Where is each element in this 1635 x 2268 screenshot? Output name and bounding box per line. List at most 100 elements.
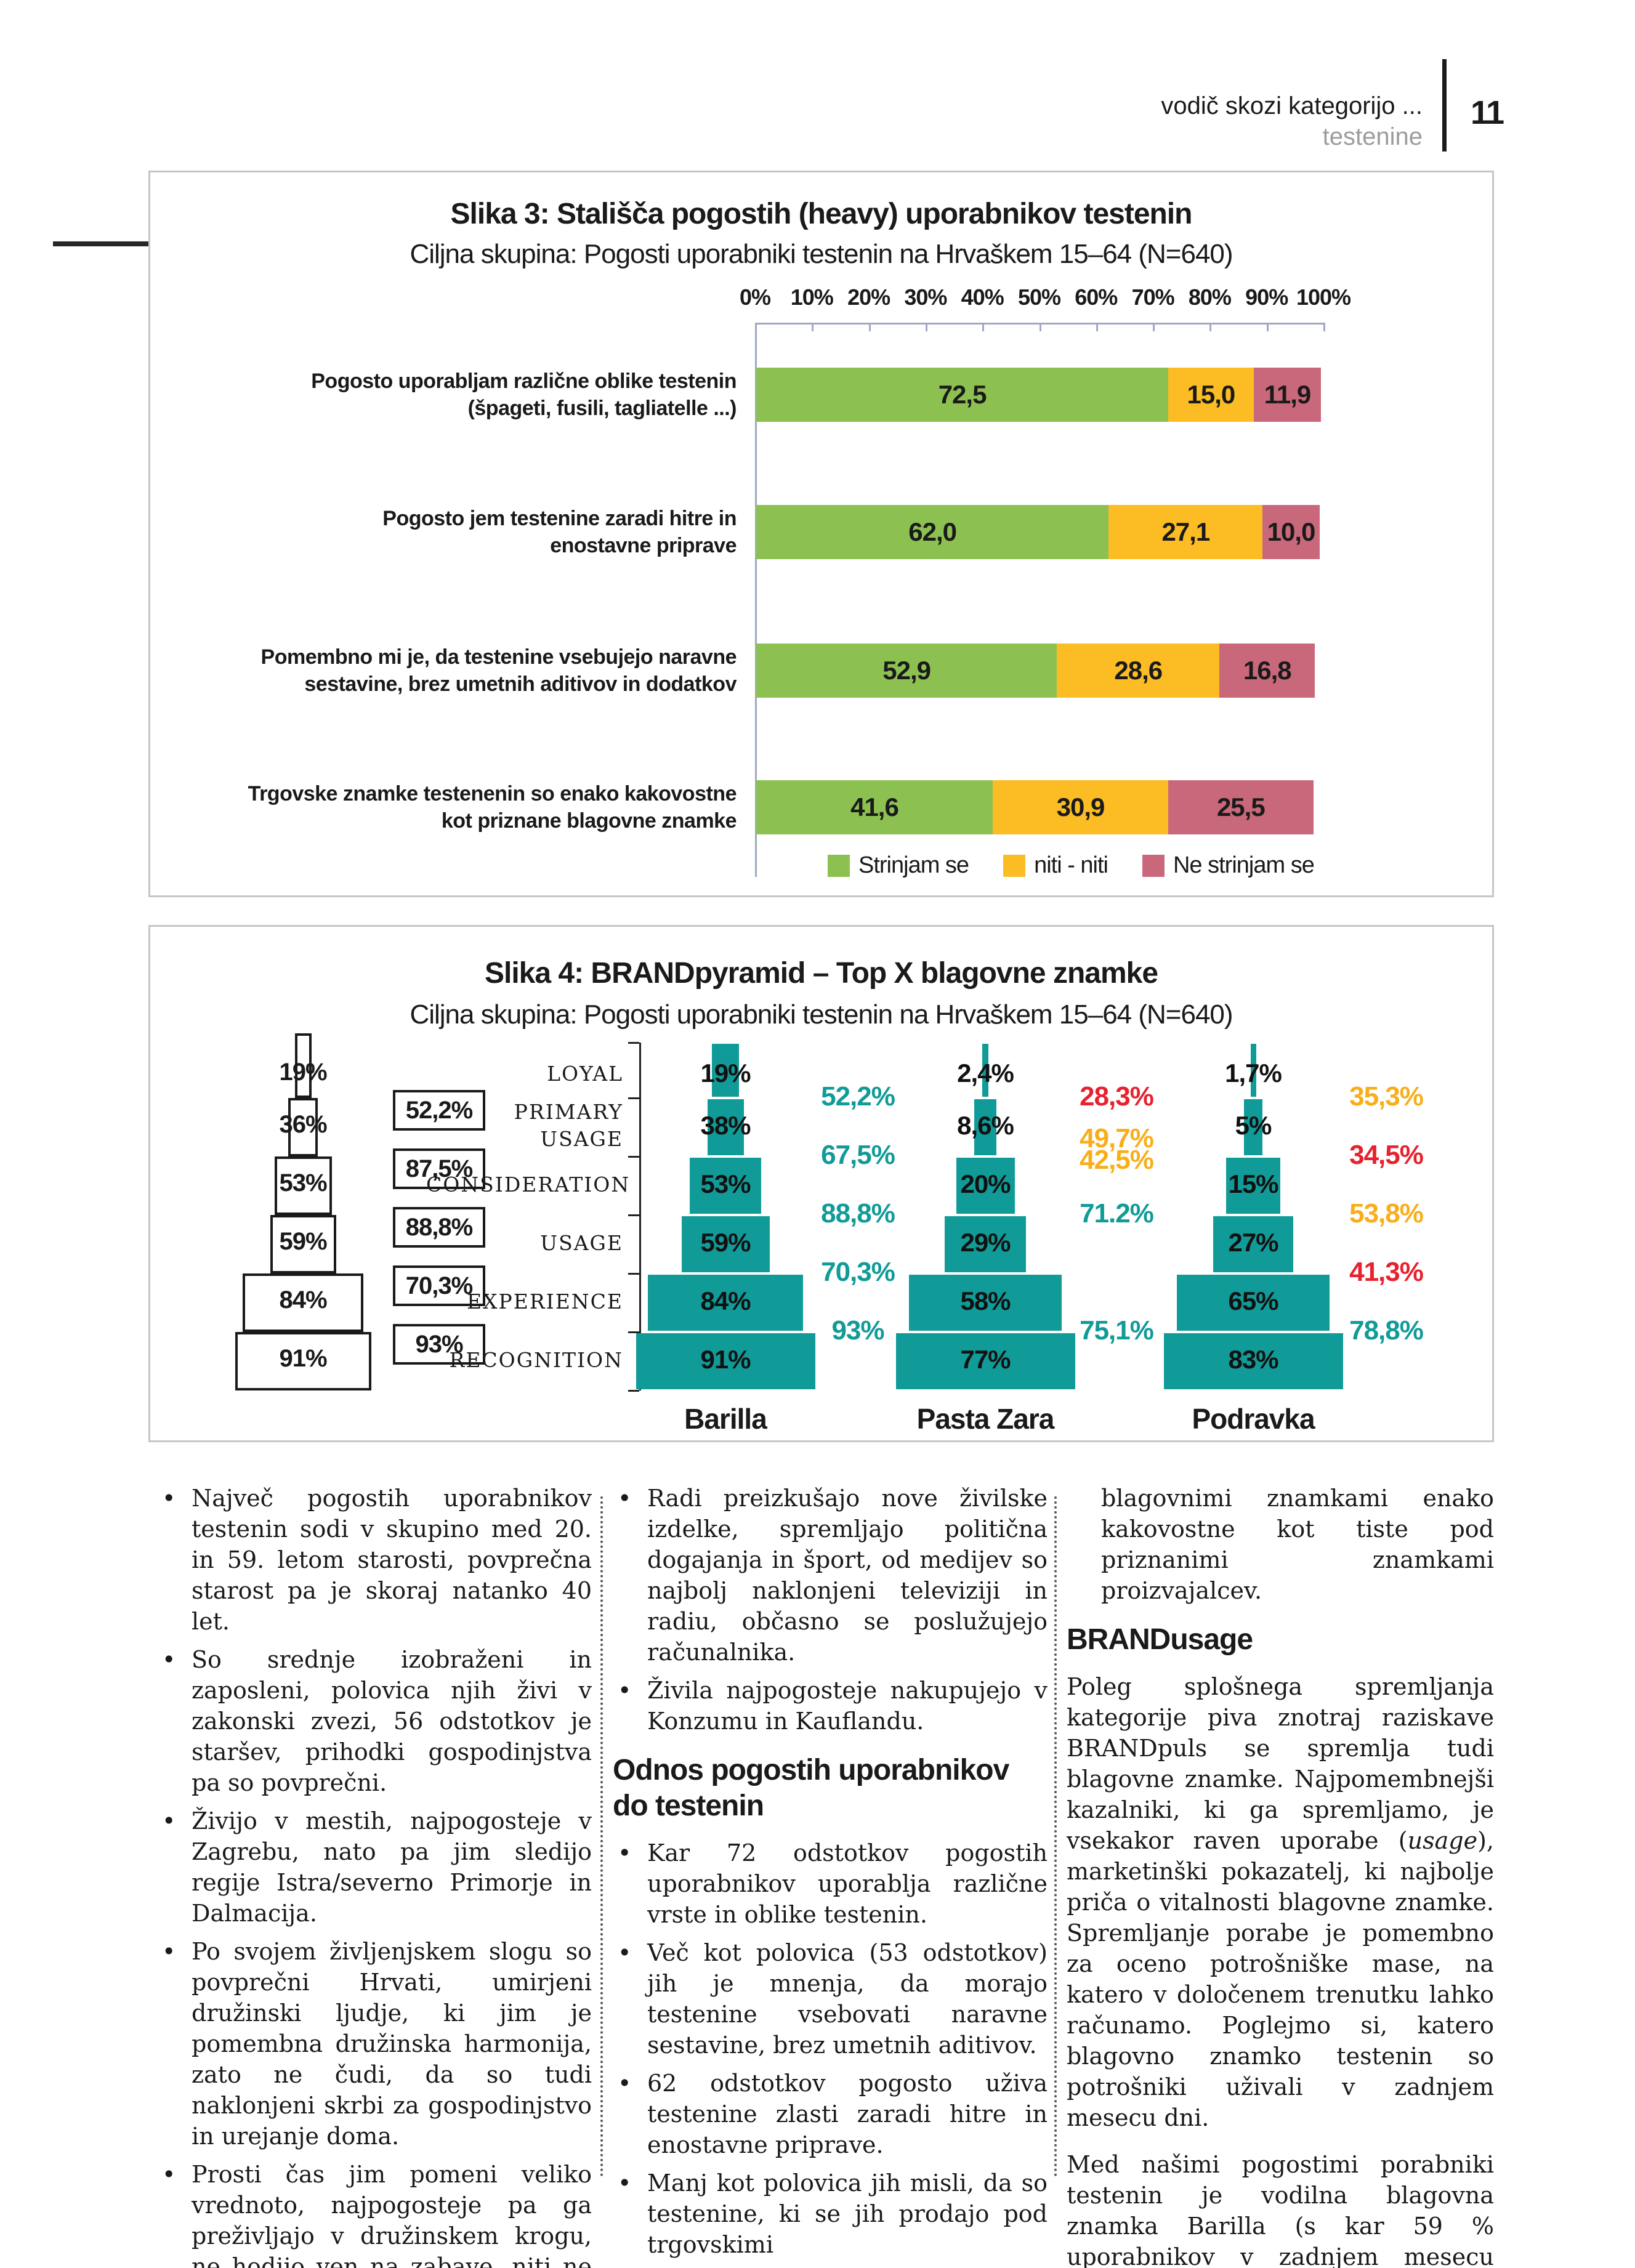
bullet-item: Živijo v mestih, najpogosteje v Zagrebu,… <box>157 1806 592 1929</box>
chart-subtitle: Ciljna skupina: Pogosti uporabniki teste… <box>410 239 1233 269</box>
pyramid-value-label: 91% <box>700 1345 751 1374</box>
conversion-ratio: 41,3% <box>1349 1257 1424 1287</box>
pyramid-bar <box>690 1158 761 1214</box>
article-column-1: Največ pogostih uporabnikov testenin sod… <box>157 1483 592 2268</box>
pyramid-bar <box>707 1099 744 1155</box>
schema-level-value: 36% <box>279 1111 327 1138</box>
bullet-item: Po svojem življenjskem slogu so povprečn… <box>157 1936 592 2152</box>
schema-level-value: 19% <box>279 1059 327 1086</box>
category-line: Pogosto jem testenine zaradi hitre in <box>382 507 737 530</box>
pyramid-bar <box>1250 1044 1256 1097</box>
bar-value-label: 41,6 <box>850 793 899 821</box>
schema-conversion-box: 87,5% <box>393 1148 485 1189</box>
pyramid-value-label: 8,6% <box>957 1111 1014 1140</box>
x-axis-tick-label: 10% <box>790 285 834 310</box>
bar-value-label: 28,6 <box>1114 656 1163 685</box>
schema-conversion-box: 93% <box>393 1324 485 1365</box>
schema-level-value: 84% <box>279 1286 327 1314</box>
x-axis-tick-mark <box>1266 323 1269 331</box>
bracket-tick <box>628 1042 639 1044</box>
x-axis-tick-label: 90% <box>1245 285 1288 310</box>
pyramid-level-name: PRIMARY USAGE <box>514 1100 623 1151</box>
chart-slika4-brandpyramid: Slika 4: BRANDpyramid – Top X blagovne z… <box>148 925 1494 1442</box>
category-line: sestavine, brez umetnih aditivov in doda… <box>304 672 737 696</box>
brand-name-barilla: Barilla <box>684 1403 767 1435</box>
pyramid-bar <box>636 1333 815 1389</box>
schema-pyramid-level <box>274 1156 332 1215</box>
category-line: (špageti, fusili, tagliatelle ...) <box>467 397 737 420</box>
bullet-item: 62 odstotkov pogosto uživa testenine zla… <box>613 2068 1048 2160</box>
pyramid-value-label: 5% <box>1235 1111 1272 1140</box>
pyramid-bar <box>681 1216 770 1272</box>
bar-value-label: 15,0 <box>1187 380 1236 409</box>
schema-level-value: 53% <box>279 1169 327 1197</box>
bullet-item: Manj kot polovica jih misli, da so teste… <box>613 2168 1048 2260</box>
chart-title: Slika 4: BRANDpyramid – Top X blagovne z… <box>484 957 1158 990</box>
pyramid-bar <box>1177 1275 1330 1331</box>
pyramid-value-label: 83% <box>1228 1345 1278 1374</box>
conversion-value: 52,2% <box>405 1096 473 1124</box>
x-axis-tick-label: 50% <box>1017 285 1061 310</box>
x-axis-tick-label: 80% <box>1188 285 1232 310</box>
conversion-ratio: 53,8% <box>1349 1198 1424 1229</box>
bar-value-label: 62,0 <box>908 517 957 546</box>
conversion-ratio: 71.2% <box>1080 1198 1154 1229</box>
pyramid-value-label: 19% <box>700 1059 751 1088</box>
x-axis-tick-mark <box>1323 323 1325 331</box>
paragraph-text: Med našimi pogostimi porabniki testenin … <box>1067 2151 1494 2268</box>
pyramid-bar <box>982 1044 988 1097</box>
conversion-ratio: 52,2% <box>821 1081 895 1112</box>
x-axis-tick-label: 30% <box>904 285 947 310</box>
conversion-value: 70,3% <box>405 1272 473 1299</box>
pyramid-value-label: 38% <box>700 1111 751 1140</box>
bullet-item: Radi preizkušajo nove živilske izdelke, … <box>613 1483 1048 1668</box>
pyramid-value-label: 53% <box>700 1169 751 1198</box>
category-line: kot priznane blagovne znamke <box>441 809 737 833</box>
legend-label: Ne strinjam se <box>1173 852 1315 878</box>
bracket-tick <box>628 1331 639 1333</box>
paragraph: Poleg splošnega spremljanja kategorije p… <box>1067 1671 1494 2133</box>
bracket-tick <box>628 1390 639 1392</box>
pyramid-level-name: LOYAL <box>547 1062 623 1086</box>
schema-level-value: 59% <box>279 1228 327 1255</box>
bar-segment-neutral: 28,6 <box>1057 644 1220 698</box>
bar-segment-neutral: 15,0 <box>1168 368 1254 422</box>
bar-segment-agree: 41,6 <box>756 780 993 834</box>
y-axis-line <box>755 323 757 877</box>
bar-row: 41,6 30,9 25,5 <box>756 780 1314 834</box>
bullet-item: Prosti čas jim pomeni veliko vrednoto, n… <box>157 2159 592 2268</box>
x-axis-tick-label: 70% <box>1131 285 1175 310</box>
section-heading: BRANDusage <box>1067 1623 1253 1656</box>
x-axis-tick-label: 20% <box>847 285 890 310</box>
bracket-tick <box>628 1214 639 1216</box>
bar-value-label: 72,5 <box>938 380 987 409</box>
bullet-item: Živila najpogosteje nakupujejo v Konzumu… <box>613 1675 1048 1737</box>
category-line: Trgovske znamke testenenin so enako kako… <box>248 782 737 805</box>
chart-title: Slika 3: Stališča pogostih (heavy) upora… <box>450 198 1193 230</box>
x-axis-tick-mark <box>982 323 985 331</box>
level-axis-bracket <box>639 1043 641 1390</box>
x-axis-tick-label: 100% <box>1296 285 1351 310</box>
conversion-ratio: 42,5% <box>1080 1144 1154 1175</box>
breadcrumb: vodič skozi kategorijo ... <box>1161 92 1423 119</box>
conversion-ratio: 88,8% <box>821 1198 895 1229</box>
bar-segment-neutral: 30,9 <box>992 780 1169 834</box>
conversion-ratio: 75,1% <box>1080 1315 1154 1346</box>
conversion-ratio: 49,7% <box>1080 1123 1154 1154</box>
paragraph-text: ), marketinški pokazatelj, ki najbolje p… <box>1067 1827 1494 2131</box>
legend-swatch-agree <box>828 854 850 877</box>
conversion-ratio: 93% <box>831 1315 884 1346</box>
x-axis-tick-mark <box>812 323 814 331</box>
chart-legend: Strinjam se niti - niti Ne strinjam se <box>828 852 1340 879</box>
category-line: enostavne priprave <box>550 534 737 557</box>
bar-segment-agree: 52,9 <box>756 644 1057 698</box>
schema-pyramid-level <box>235 1332 371 1390</box>
bar-row: 72,5 15,0 11,9 <box>756 368 1322 422</box>
conversion-value: 87,5% <box>405 1155 473 1182</box>
italic-term: usage <box>1407 1827 1478 1854</box>
bar-value-label: 52,9 <box>882 656 931 685</box>
paragraph-text: Poleg splošnega spremljanja kategorije p… <box>1067 1673 1494 1854</box>
schema-pyramid-level <box>294 1033 312 1098</box>
x-axis-tick-mark <box>1153 323 1155 331</box>
